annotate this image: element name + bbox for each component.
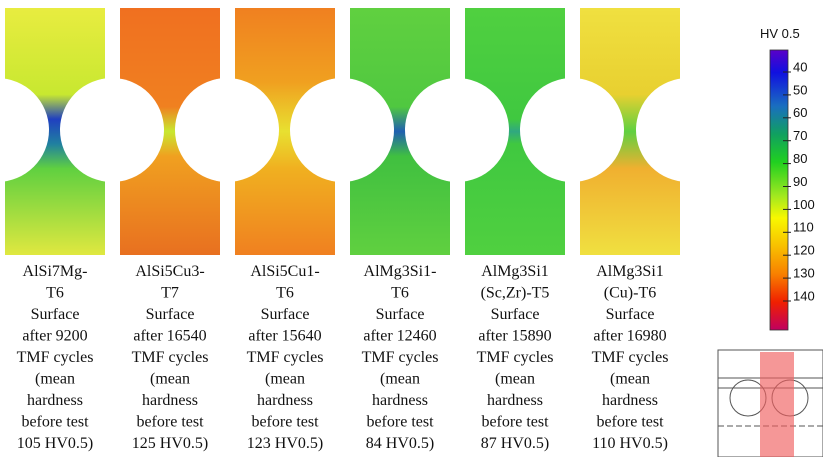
colorbar-tick-label: 130 bbox=[793, 266, 815, 281]
colorbar-tick-label: 60 bbox=[793, 105, 807, 120]
caption-line: hardness bbox=[142, 392, 198, 409]
caption: AlSi7Mg- T6 Surface after 9200 TMF cycles (me… bbox=[17, 263, 94, 452]
colorbar-tick-label: 140 bbox=[793, 288, 815, 303]
caption-line: (mean bbox=[35, 371, 75, 388]
specimen-schematic bbox=[718, 350, 823, 457]
caption-line: (mean bbox=[150, 371, 190, 388]
caption-line: hardness bbox=[602, 392, 658, 409]
caption-line: hardness bbox=[257, 392, 313, 409]
colorbar-tick-label: 100 bbox=[793, 197, 815, 212]
caption-line: TMF cycles bbox=[362, 349, 439, 366]
colorbar-title: HV 0.5 bbox=[760, 26, 800, 41]
caption-line: Surface bbox=[606, 306, 655, 323]
caption: AlMg3Si1- T6 Surface after 12460 TMF cycles (… bbox=[362, 263, 439, 452]
caption-line: before test bbox=[21, 414, 89, 431]
panels: AlSi7Mg- T6 Surface after 9200 TMF cycles (me… bbox=[0, 8, 740, 452]
caption-line: TMF cycles bbox=[477, 349, 554, 366]
caption-line: (mean bbox=[610, 371, 650, 388]
colorbar-tick-label: 70 bbox=[793, 128, 807, 143]
caption-line: (Cu)-T6 bbox=[604, 285, 656, 302]
caption-line: hardness bbox=[487, 392, 543, 409]
caption: AlMg3Si1 (Sc,Zr)-T5 Surface after 15890 TMF … bbox=[477, 263, 554, 452]
caption-line: before test bbox=[136, 414, 204, 431]
caption-line: T6 bbox=[46, 285, 64, 302]
notch bbox=[60, 78, 164, 182]
figure: AlSi7Mg- T6 Surface after 9200 TMF cycles (me… bbox=[0, 0, 823, 457]
caption-line: AlSi5Cu1- bbox=[250, 263, 319, 280]
colorbar-tick-label: 50 bbox=[793, 82, 807, 97]
caption-line: before test bbox=[251, 414, 319, 431]
caption-line: 87 HV0.5) bbox=[481, 435, 549, 452]
caption-line: after 9200 bbox=[22, 328, 87, 345]
caption-line: after 15890 bbox=[478, 328, 551, 345]
colorbar-tick-label: 110 bbox=[793, 220, 814, 235]
caption-line: Surface bbox=[146, 306, 195, 323]
caption-line: (mean bbox=[380, 371, 420, 388]
caption-line: 105 HV0.5) bbox=[17, 435, 93, 452]
caption-line: (mean bbox=[265, 371, 305, 388]
caption-line: AlSi7Mg- bbox=[23, 263, 88, 280]
caption: AlMg3Si1 (Cu)-T6 Surface after 16980 TMF cyc… bbox=[592, 263, 669, 452]
caption: AlSi5Cu1- T6 Surface after 15640 TMF cycles (… bbox=[247, 263, 324, 452]
caption-line: hardness bbox=[372, 392, 428, 409]
colorbar-scale bbox=[770, 50, 788, 330]
caption-line: AlMg3Si1- bbox=[364, 263, 437, 280]
caption-line: T7 bbox=[161, 285, 179, 302]
colorbar-tick-label: 80 bbox=[793, 151, 807, 166]
caption-line: 123 HV0.5) bbox=[247, 435, 323, 452]
notch bbox=[290, 78, 394, 182]
notch bbox=[520, 78, 624, 182]
colorbar-tick-label: 120 bbox=[793, 243, 815, 258]
caption-line: before test bbox=[481, 414, 549, 431]
caption-line: TMF cycles bbox=[17, 349, 94, 366]
caption-line: after 15640 bbox=[248, 328, 321, 345]
caption-line: T6 bbox=[276, 285, 294, 302]
caption-line: Surface bbox=[491, 306, 540, 323]
caption-line: hardness bbox=[27, 392, 83, 409]
notch bbox=[636, 78, 740, 182]
colorbar-tick-label: 90 bbox=[793, 174, 807, 189]
caption-line: AlMg3Si1 bbox=[481, 263, 549, 280]
caption-line: T6 bbox=[391, 285, 409, 302]
caption: AlSi5Cu3- T7 Surface after 16540 TMF cycles (… bbox=[132, 263, 209, 452]
caption-line: 125 HV0.5) bbox=[132, 435, 208, 452]
notch bbox=[405, 78, 509, 182]
caption-line: AlSi5Cu3- bbox=[135, 263, 204, 280]
caption-line: TMF cycles bbox=[592, 349, 669, 366]
caption-line: TMF cycles bbox=[247, 349, 324, 366]
caption-line: Surface bbox=[31, 306, 80, 323]
colorbar: HV 0.5 40 50 60 70 80 90 100 110 120 130 140 bbox=[760, 26, 815, 330]
caption-line: TMF cycles bbox=[132, 349, 209, 366]
caption-line: after 16980 bbox=[593, 328, 666, 345]
caption-line: before test bbox=[366, 414, 434, 431]
caption-line: (Sc,Zr)-T5 bbox=[481, 285, 550, 302]
caption-line: Surface bbox=[261, 306, 310, 323]
colorbar-tick-label: 40 bbox=[793, 59, 807, 74]
caption-line: Surface bbox=[376, 306, 425, 323]
caption-line: after 16540 bbox=[133, 328, 206, 345]
caption-line: (mean bbox=[495, 371, 535, 388]
caption-line: 84 HV0.5) bbox=[366, 435, 434, 452]
caption-line: 110 HV0.5) bbox=[592, 435, 668, 452]
notch bbox=[175, 78, 279, 182]
caption-line: after 12460 bbox=[363, 328, 436, 345]
caption-line: before test bbox=[596, 414, 664, 431]
caption-line: AlMg3Si1 bbox=[596, 263, 664, 280]
